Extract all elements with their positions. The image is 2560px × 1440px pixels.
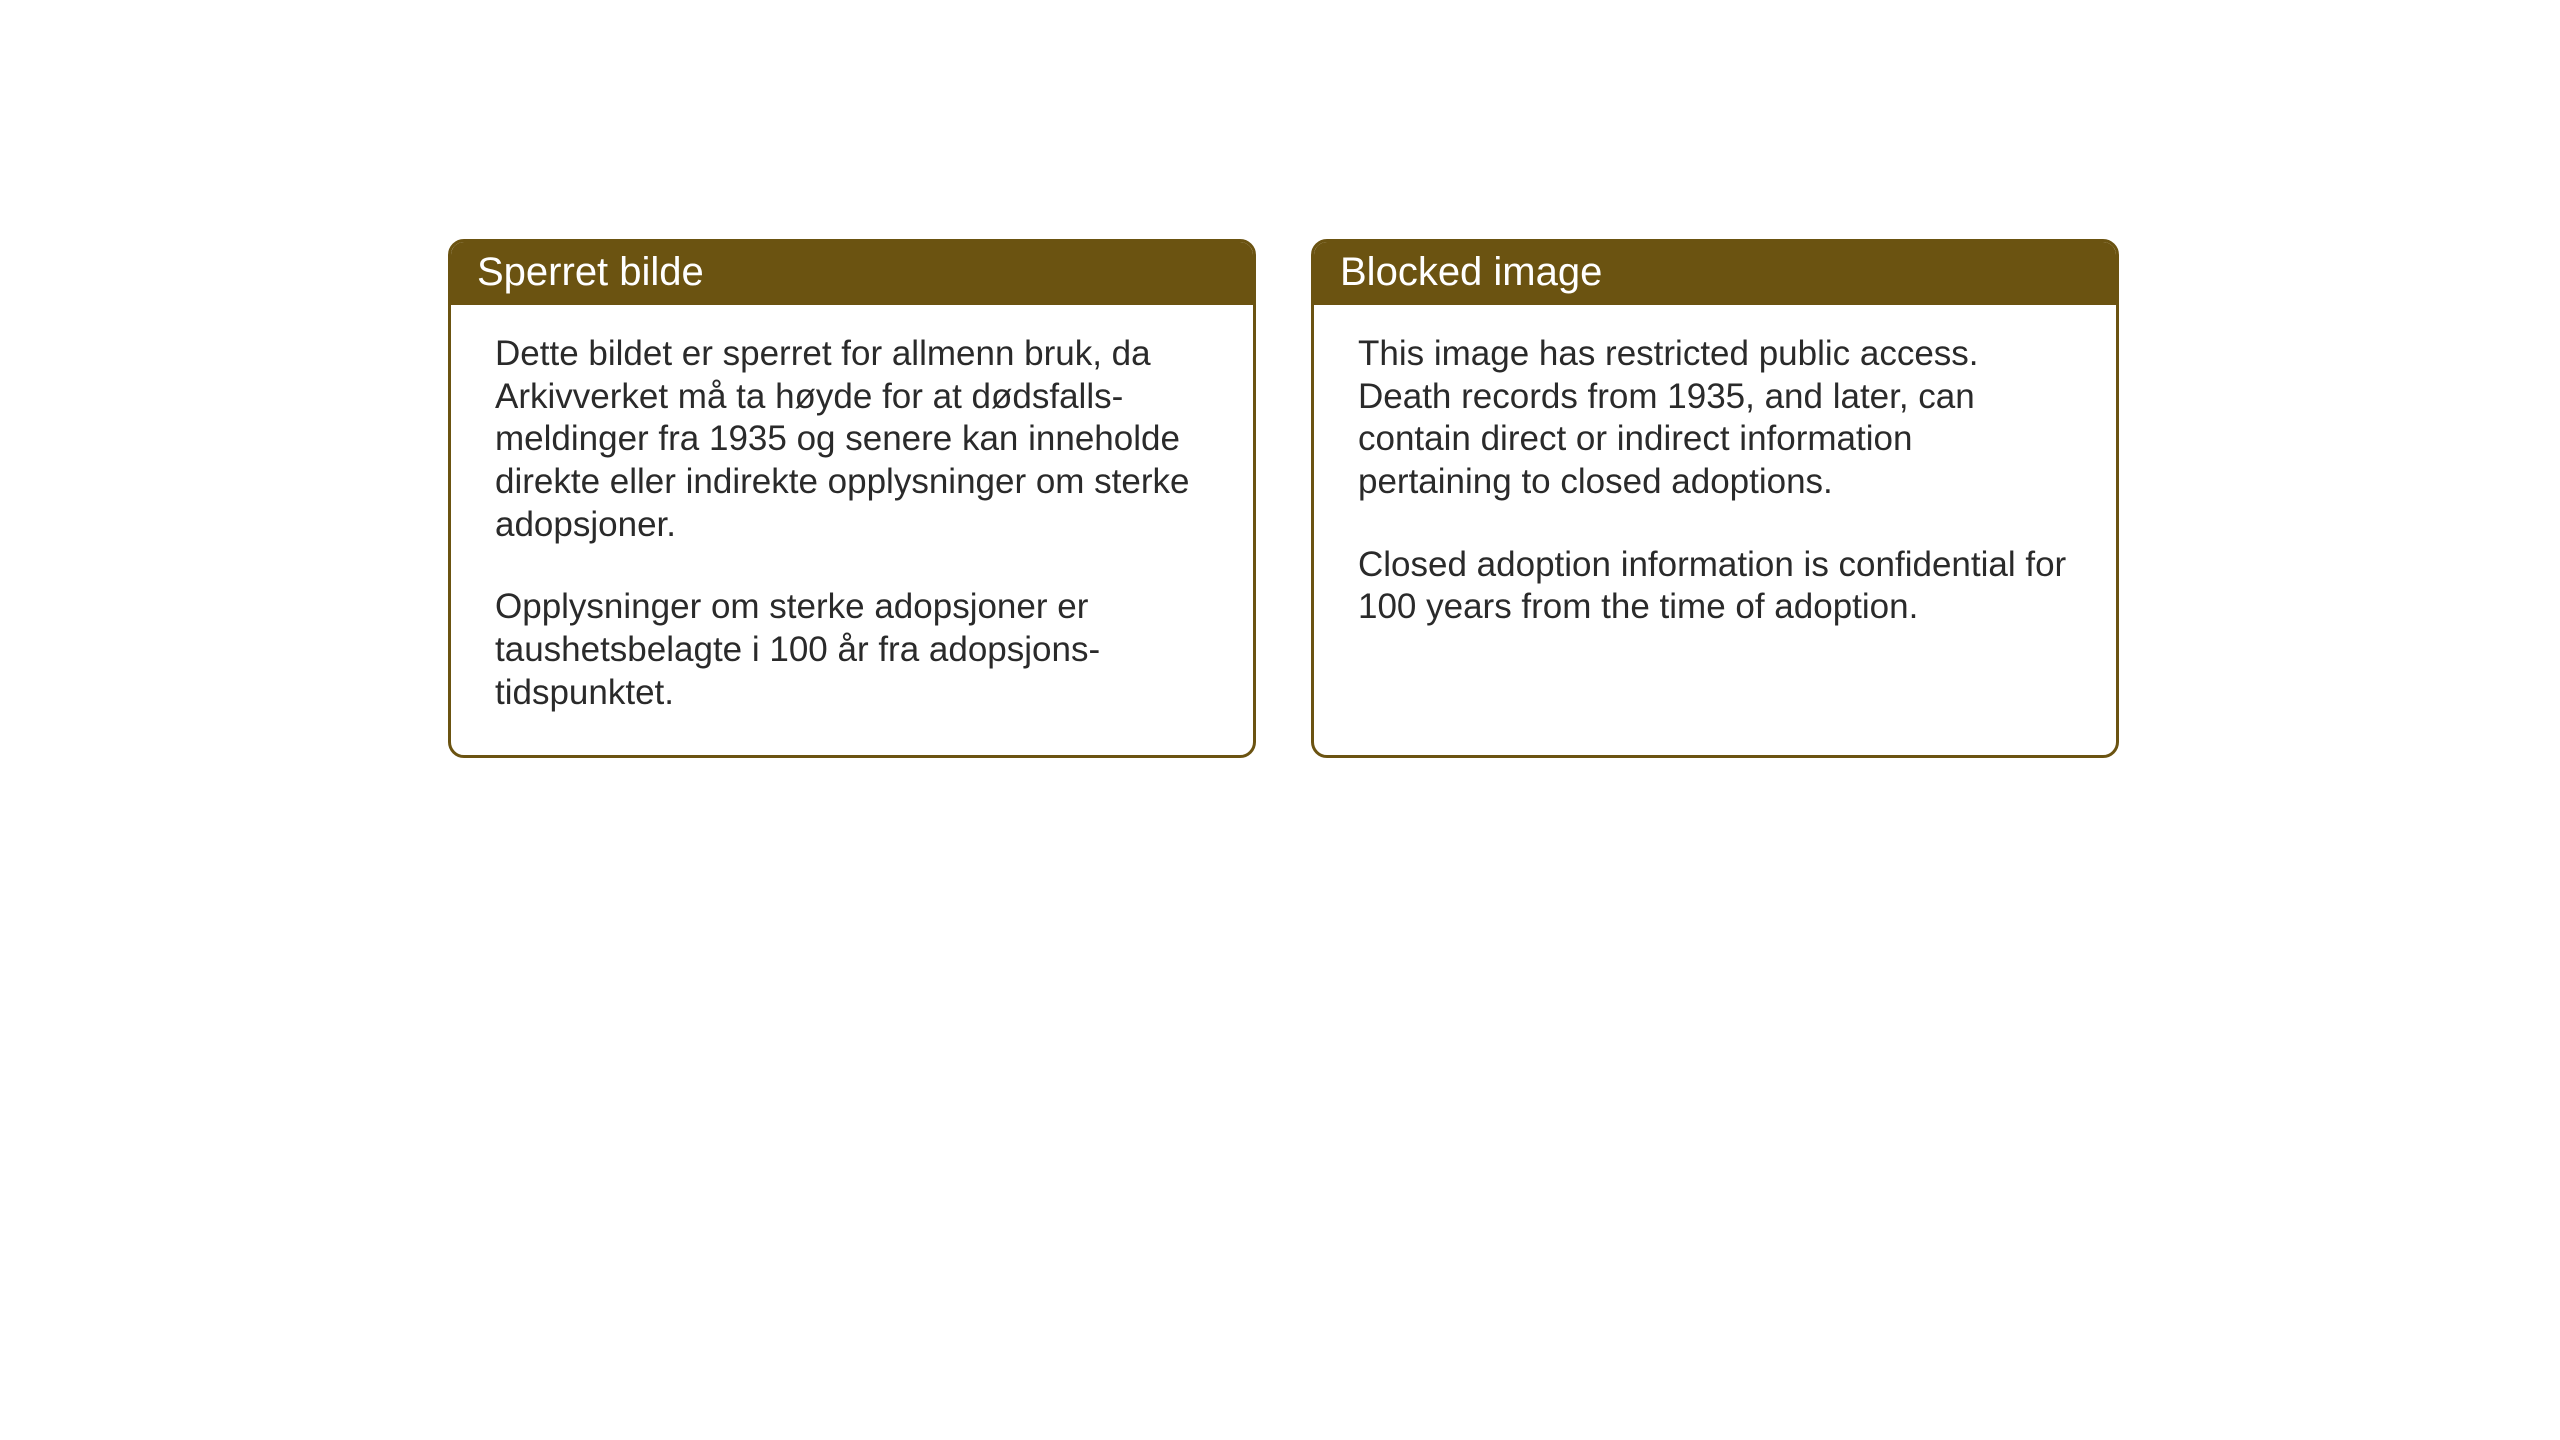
notice-paragraph: Opplysninger om sterke adopsjoner er tau… [495, 586, 1209, 714]
notice-box-english: Blocked image This image has restricted … [1311, 239, 2119, 758]
notice-container: Sperret bilde Dette bildet er sperret fo… [0, 0, 2560, 758]
notice-body-norwegian: Dette bildet er sperret for allmenn bruk… [451, 305, 1253, 755]
notice-paragraph: This image has restricted public access.… [1358, 333, 2072, 504]
notice-paragraph: Closed adoption information is confident… [1358, 544, 2072, 629]
notice-paragraph: Dette bildet er sperret for allmenn bruk… [495, 333, 1209, 546]
notice-body-english: This image has restricted public access.… [1314, 305, 2116, 750]
notice-header-english: Blocked image [1314, 242, 2116, 305]
notice-header-norwegian: Sperret bilde [451, 242, 1253, 305]
notice-box-norwegian: Sperret bilde Dette bildet er sperret fo… [448, 239, 1256, 758]
